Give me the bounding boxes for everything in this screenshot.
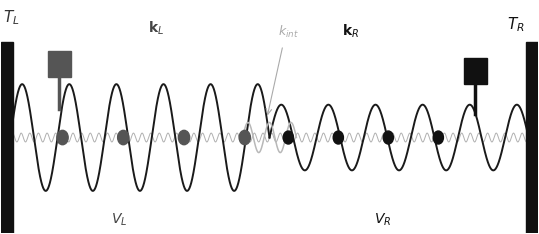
Text: $V_R$: $V_R$ — [374, 212, 391, 228]
Circle shape — [333, 131, 343, 144]
Circle shape — [178, 130, 190, 145]
Circle shape — [57, 130, 68, 145]
Text: $V_L$: $V_L$ — [111, 212, 127, 228]
Bar — [1, 42, 12, 233]
Text: $k_{int}$: $k_{int}$ — [278, 23, 299, 40]
Bar — [464, 58, 487, 84]
Text: $\mathbf{k}_L$: $\mathbf{k}_L$ — [149, 19, 165, 37]
Circle shape — [383, 131, 393, 144]
Text: $\mathbf{k}_R$: $\mathbf{k}_R$ — [342, 23, 359, 40]
Circle shape — [283, 131, 293, 144]
Circle shape — [433, 131, 444, 144]
Bar — [527, 42, 538, 233]
Circle shape — [239, 130, 251, 145]
Text: $T_R$: $T_R$ — [507, 15, 525, 34]
Text: $T_L$: $T_L$ — [3, 8, 20, 27]
Circle shape — [118, 130, 129, 145]
Bar — [48, 51, 71, 77]
